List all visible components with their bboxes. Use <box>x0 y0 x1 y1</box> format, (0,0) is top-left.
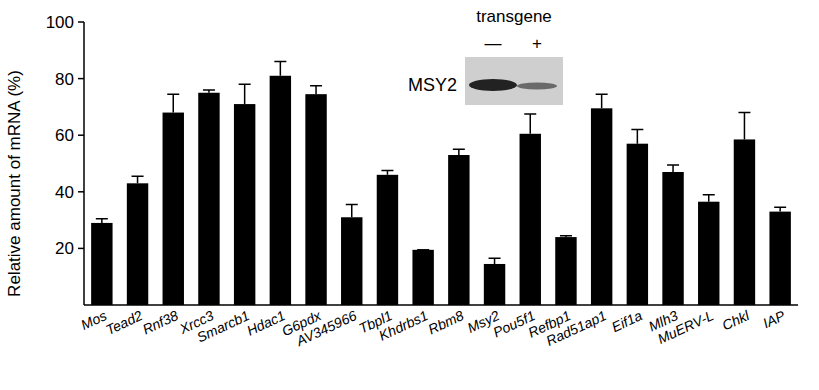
error-bar <box>203 90 215 93</box>
bar <box>412 250 433 305</box>
error-bar <box>596 94 608 108</box>
x-tick-label: Eif1a <box>609 307 645 335</box>
error-bar <box>346 205 358 218</box>
error-bar <box>310 86 322 94</box>
x-tick-label: Mos <box>78 307 109 333</box>
bar <box>734 139 755 305</box>
x-tick-label: AV345966 <box>293 307 359 349</box>
error-bar <box>703 195 715 202</box>
y-tick <box>78 191 84 193</box>
lane-label: + <box>532 34 542 53</box>
y-tick-label: 60 <box>55 126 74 145</box>
bar <box>198 93 219 305</box>
x-axis <box>84 304 798 306</box>
error-bar <box>667 165 679 172</box>
x-tick-label: MuERV-L <box>655 307 716 347</box>
bar <box>91 223 112 305</box>
bar <box>555 237 576 305</box>
y-tick-label: 40 <box>55 183 74 202</box>
lane-label: — <box>485 34 502 53</box>
error-bar <box>631 130 643 144</box>
bar <box>377 175 398 305</box>
error-bar <box>453 149 465 155</box>
bar <box>520 134 541 305</box>
y-tick <box>78 78 84 80</box>
x-tick-label: Rad51ap1 <box>544 307 609 349</box>
bar <box>698 202 719 305</box>
x-tick-label: IAP <box>760 307 788 331</box>
y-tick-label: 100 <box>46 13 74 32</box>
bar <box>270 76 291 305</box>
y-tick <box>78 134 84 136</box>
bar <box>662 172 683 305</box>
bar <box>341 217 362 305</box>
bar <box>484 264 505 305</box>
y-axis <box>83 22 85 305</box>
x-tick-label: Smarcb1 <box>194 307 252 345</box>
error-bar <box>417 249 429 251</box>
chart: 20 40 60 80 100 Relative amount of mRNA (%) Mo… <box>0 0 819 390</box>
error-bar <box>560 236 572 237</box>
y-tick-label: 80 <box>55 70 74 89</box>
bar <box>627 144 648 305</box>
gel-band <box>517 83 557 90</box>
x-tick-label: Chkl <box>720 307 753 334</box>
bar <box>769 212 790 305</box>
error-bar <box>381 171 393 175</box>
x-tick-label: Khdrbs1 <box>376 307 430 344</box>
bar <box>591 108 612 305</box>
error-bar <box>132 176 144 183</box>
x-tick-label: Rbm8 <box>425 307 466 337</box>
bar <box>163 113 184 305</box>
bar <box>127 183 148 305</box>
bar <box>448 155 469 305</box>
error-bar <box>96 219 108 223</box>
gel-label: MSY2 <box>408 75 457 95</box>
y-axis-label: Relative amount of mRNA (%) <box>5 70 24 297</box>
y-tick-label: 20 <box>55 239 74 258</box>
bars <box>91 62 791 305</box>
gel-background <box>465 57 563 105</box>
error-bar <box>738 113 750 140</box>
y-tick <box>78 21 84 23</box>
error-bar <box>489 258 501 264</box>
error-bar <box>239 84 251 104</box>
error-bar <box>524 114 536 134</box>
bar <box>305 94 326 305</box>
y-tick <box>78 248 84 250</box>
bar <box>234 104 255 305</box>
inset-title: transgene <box>476 7 552 26</box>
x-tick-label: Rnf38 <box>140 307 181 337</box>
error-bar <box>274 62 286 76</box>
error-bar <box>167 94 179 112</box>
error-bar <box>774 207 786 211</box>
gel-band <box>469 79 517 91</box>
